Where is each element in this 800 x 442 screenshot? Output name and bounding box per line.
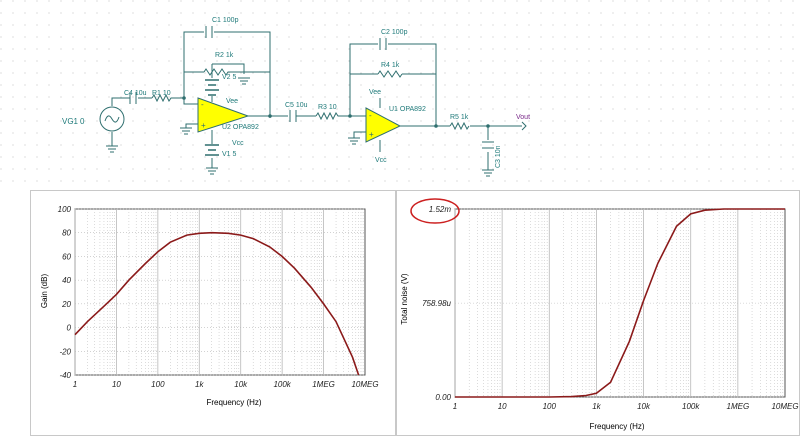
gain-y-tick-label: 60	[62, 252, 71, 261]
noise-x-tick-label: 10	[498, 402, 507, 411]
r5-label: R5 1k	[450, 114, 469, 121]
gain-ticks: 100 80 60 40 20 0 -20 -401 10 100 1k 10k 100k 1MEG 10M…	[58, 205, 379, 389]
gain-plot[interactable]: 100 80 60 40 20 0 -20 -401 10 100 1k 10k 100k 1MEG 10M…	[31, 191, 397, 437]
noise-grid	[454, 208, 786, 398]
resistor-r3[interactable]: R3 10	[315, 104, 340, 121]
noise-x-tick-label: 100k	[682, 402, 700, 411]
resistor-r2[interactable]: R2 1k	[203, 52, 234, 76]
gain-y-tick-label: 100	[58, 205, 72, 214]
battery-v1[interactable]: V1 5	[205, 144, 237, 158]
u1-minus-sign: -	[369, 111, 372, 120]
resistor-r4[interactable]: R4 1k	[377, 62, 403, 78]
noise-x-tick-label: 100	[543, 402, 557, 411]
vout-label: Vout	[516, 114, 530, 121]
gain-x-tick-label: 100k	[273, 380, 291, 389]
u2-vcc-label: Vcc	[232, 140, 244, 147]
v2-label: V2 5	[222, 74, 237, 81]
noise-x-tick-label: 1	[453, 402, 457, 411]
c5-label: C5 10u	[285, 102, 308, 109]
gain-x-axis-label: Frequency (Hz)	[206, 398, 261, 407]
c4-label: C4 10u	[124, 90, 147, 97]
vout-terminal[interactable]: Vout	[516, 114, 530, 131]
gain-x-tick-label: 10	[112, 380, 121, 389]
opamp-u1[interactable]: - + Vee U1 OPA892 Vcc	[365, 89, 426, 164]
c1-label: C1 100p	[212, 17, 239, 24]
capacitor-c2[interactable]: C2 100p	[379, 29, 408, 50]
r4-label: R4 1k	[381, 62, 400, 69]
u2-vee-label: Vee	[226, 98, 238, 105]
u1-plus-sign: +	[369, 130, 374, 139]
vg1-name: VG1	[62, 117, 79, 126]
noise-y-tick-label: 758.98u	[422, 299, 451, 308]
capacitor-c1[interactable]: C1 100p	[205, 17, 239, 38]
wires	[111, 31, 522, 170]
resistor-r5[interactable]: R5 1k	[449, 114, 470, 131]
capacitor-c4[interactable]: C4 10u	[124, 90, 147, 104]
c2-label: C2 100p	[381, 29, 408, 36]
gain-y-tick-label: -40	[59, 371, 71, 380]
junction-dots	[182, 96, 490, 128]
gain-x-tick-label: 1MEG	[312, 380, 335, 389]
r2-label: R2 1k	[215, 52, 234, 59]
vg1-value: 0	[80, 117, 85, 126]
opamp-u2[interactable]: - + Vee U2 OPA892 Vcc	[197, 97, 259, 147]
noise-y-tick-label: 0.00	[435, 393, 451, 402]
noise-x-tick-label: 10k	[637, 402, 651, 411]
gain-y-tick-label: 20	[61, 300, 71, 309]
capacitor-c3[interactable]: C3 10n	[482, 141, 502, 168]
u1-label: U1 OPA892	[389, 106, 426, 113]
gain-y-tick-label: 80	[62, 229, 71, 238]
battery-v2[interactable]: V2 5	[205, 74, 237, 96]
noise-y-axis-label: Total noise (V)	[400, 273, 409, 324]
noise-plot-panel: 1.52m 758.98u 0.00 1 10 100 1k 10k 100k 1MEG 10MEG…	[396, 190, 800, 436]
gain-y-tick-label: -20	[59, 347, 71, 356]
gain-x-tick-label: 10k	[234, 380, 248, 389]
noise-x-tick-label: 1k	[592, 402, 601, 411]
u2-label: U2 OPA892	[222, 124, 259, 131]
noise-x-tick-label: 1MEG	[727, 402, 750, 411]
r3-label: R3 10	[318, 104, 337, 111]
gain-y-axis-label: Gain (dB)	[40, 274, 49, 309]
max-value-highlight-ellipse	[410, 198, 460, 224]
u2-plus-sign: +	[201, 121, 206, 130]
r1-label: R1 10	[152, 90, 171, 97]
c3-label: C3 10n	[495, 145, 502, 168]
noise-x-tick-label: 10MEG	[771, 402, 798, 411]
noise-x-axis-label: Frequency (Hz)	[589, 422, 644, 431]
noise-plot[interactable]: 1.52m 758.98u 0.001 10 100 1k 10k 100k 1MEG 10MEG…	[397, 191, 800, 437]
ground-symbols	[106, 77, 494, 177]
capacitor-c5[interactable]: C5 10u	[285, 102, 308, 122]
u1-vee-label: Vee	[369, 89, 381, 96]
gain-plot-panel: 100 80 60 40 20 0 -20 -40 1 10 100 1k 10k 100k 1MEG 10M…	[30, 190, 396, 436]
gain-x-tick-label: 1k	[195, 380, 204, 389]
noise-curve	[455, 208, 785, 398]
u2-minus-sign: -	[201, 100, 204, 109]
gain-grid	[74, 208, 366, 376]
u1-vcc-label: Vcc	[375, 157, 387, 164]
gain-y-tick-label: 40	[62, 276, 71, 285]
gain-x-tick-label: 10MEG	[351, 380, 378, 389]
gain-plot-area	[74, 208, 366, 376]
gain-x-tick-label: 100	[151, 380, 165, 389]
v1-label: V1 5	[222, 151, 237, 158]
noise-ticks: 1.52m 758.98u 0.001 10 100 1k 10k 100k 1MEG 10MEG	[422, 205, 798, 411]
vg1-source[interactable]: VG1 0	[62, 106, 125, 132]
gain-x-tick-label: 1	[73, 380, 77, 389]
schematic-canvas[interactable]: VG1 0 C4 10u C1 100p C5 10u C2 100p C3 1…	[0, 0, 800, 190]
gain-y-tick-label: 0	[67, 324, 72, 333]
noise-y-tick-label: 1.52m	[429, 205, 452, 214]
resistor-r1[interactable]: R1 10	[151, 90, 174, 103]
gain-curve	[74, 231, 360, 376]
